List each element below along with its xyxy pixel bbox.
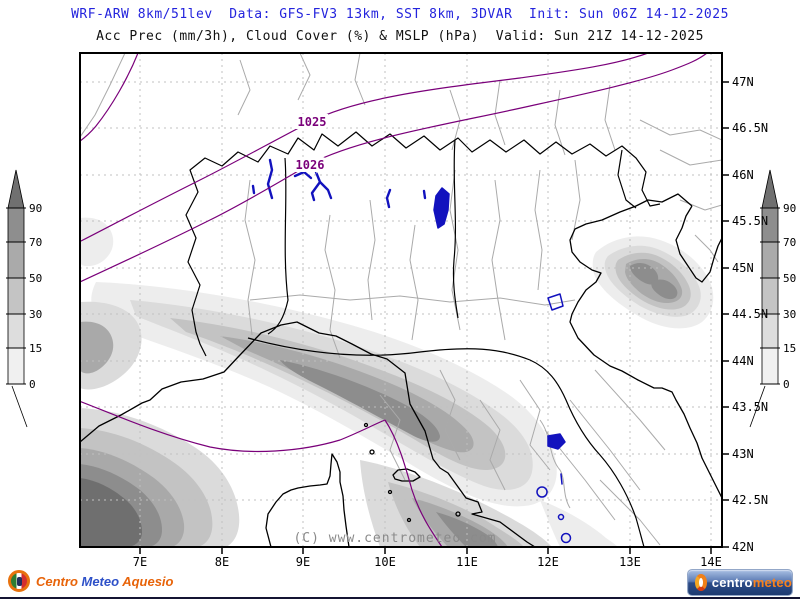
colorbar-tick-label: 15 (29, 342, 42, 355)
x-tick-label: 12E (537, 555, 559, 569)
colorbar-left: 90 70 50 30 15 0 (6, 169, 42, 428)
colorbar-tick-label: 50 (783, 272, 796, 285)
isobar-south (80, 400, 443, 547)
left-logo-word2: Meteo (81, 573, 123, 589)
coastlines (80, 193, 722, 547)
y-tick-label: 43N (732, 447, 754, 461)
y-tick-label: 44.5N (732, 307, 768, 321)
axis-ticks (139, 81, 729, 554)
x-tick-label: 14E (700, 555, 722, 569)
colorbar-segment (7, 313, 25, 349)
valid-title-line: Acc Prec (mm/3h), Cloud Cover (%) & MSLP… (96, 29, 704, 44)
isobar-label-1026: 1026 (296, 158, 325, 172)
x-tick-label: 7E (133, 555, 147, 569)
y-tick-label: 44N (732, 354, 754, 368)
colorbar-tick-label: 15 (783, 342, 796, 355)
x-tick-label: 10E (374, 555, 396, 569)
right-logo-word1: centro (711, 575, 753, 590)
isobar-label-1025: 1025 (298, 115, 327, 129)
right-logo-word2: meteo (752, 575, 792, 590)
colorbar-tick-label: 70 (783, 236, 796, 249)
province-borders (80, 53, 722, 546)
left-logo-text: Centro Meteo Aquesio (36, 574, 174, 589)
left-logo-word3: Aquesio (122, 573, 174, 589)
x-tick-label: 11E (456, 555, 478, 569)
colorbar-segment (7, 241, 25, 279)
watermark: (C) www.centrometeo.com (293, 531, 496, 546)
colorbar-segment (7, 207, 25, 243)
right-logo[interactable]: centrometeo (687, 569, 793, 596)
colorbar-tick-label: 30 (783, 308, 796, 321)
colorbar-tick-label: 70 (29, 236, 42, 249)
map-frame (79, 52, 723, 548)
lakes (251, 157, 572, 544)
isobar-labels: 1025 1026 (293, 112, 330, 175)
colorbar-tick-label: 50 (29, 272, 42, 285)
x-tick-label: 13E (619, 555, 641, 569)
centro-meteo-aquesio-icon (8, 570, 30, 592)
bottom-border-line (0, 597, 800, 599)
isobar-1025 (80, 53, 649, 243)
colorbar-segment (7, 347, 25, 385)
axis-labels: 7E 8E 9E 10E 11E 12E 13E 14E 47N 46.5N 46N 45.5N 45N… (133, 75, 768, 569)
colorbar-tick-label: 0 (29, 378, 36, 391)
colorbar-right: 90 70 50 30 15 0 (749, 169, 796, 428)
national-borders (185, 131, 661, 547)
colorbar-segment (761, 347, 779, 385)
colorbar-arrow (761, 169, 779, 209)
y-tick-label: 45N (732, 261, 754, 275)
left-logo[interactable]: Centro Meteo Aquesio (8, 570, 174, 592)
y-tick-label: 42.5N (732, 493, 768, 507)
colorbar-arrow (7, 169, 25, 209)
y-tick-label: 43.5N (732, 400, 768, 414)
left-logo-word1: Centro (36, 573, 82, 589)
isobar-1026 (80, 53, 708, 283)
colorbar-tick-label: 90 (783, 202, 796, 215)
y-tick-label: 45.5N (732, 214, 768, 228)
colorbar-tick-label: 90 (29, 202, 42, 215)
x-tick-label: 9E (296, 555, 310, 569)
right-logo-text: centrometeo (712, 575, 792, 590)
colorbar-leader-line (11, 385, 28, 428)
isobar-topleft (80, 53, 139, 142)
y-tick-label: 46N (732, 168, 754, 182)
x-tick-label: 8E (215, 555, 229, 569)
cloud-shading-layer (80, 217, 714, 547)
y-tick-label: 46.5N (732, 121, 768, 135)
mslp-isobars (80, 53, 708, 547)
colorbar-segment (7, 277, 25, 315)
colorbar-segment (761, 241, 779, 279)
colorbar-tick-label: 30 (29, 308, 42, 321)
colorbar-tick-label: 0 (783, 378, 790, 391)
y-tick-label: 42N (732, 540, 754, 554)
colorbar-leader-line (749, 385, 766, 428)
model-title-line: WRF-ARW 8km/51lev Data: GFS-FV3 13km, SS… (71, 7, 729, 22)
centrometeo-ring-icon (695, 574, 707, 591)
y-tick-label: 47N (732, 75, 754, 89)
